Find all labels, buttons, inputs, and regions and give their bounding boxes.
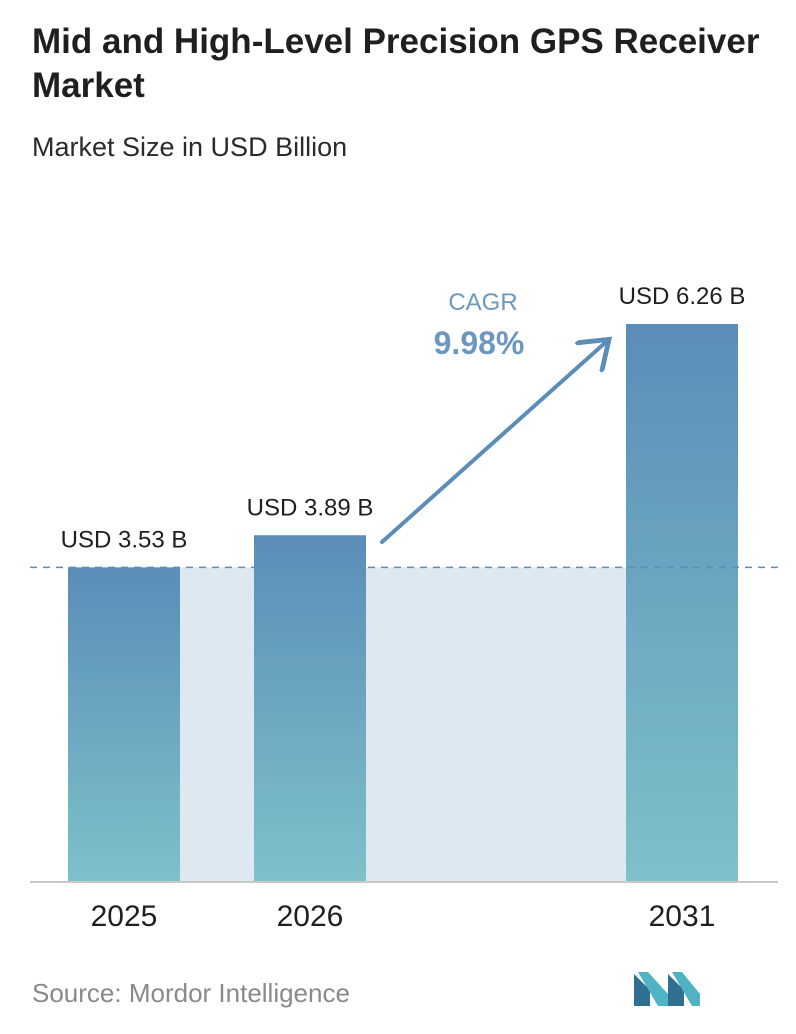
source-note: Source: Mordor Intelligence	[32, 978, 350, 1008]
x-tick-2031: 2031	[649, 900, 716, 933]
data-label-2026: USD 3.89 B	[247, 494, 374, 521]
bar-2026	[254, 535, 366, 882]
cagr-arrow	[380, 342, 606, 544]
shaded-band	[180, 567, 254, 882]
x-tick-2026: 2026	[277, 900, 344, 933]
cagr-value: 9.98%	[434, 325, 525, 361]
shaded-band	[366, 567, 626, 882]
bar-chart: USD 3.53 B 2025 USD 3.89 B 2026 USD 6.26 B 20…	[30, 283, 782, 933]
data-label-2031: USD 6.26 B	[619, 283, 746, 310]
chart-subtitle: Market Size in USD Billion	[32, 132, 348, 162]
data-label-2025: USD 3.53 B	[61, 526, 188, 553]
label-layer: USD 3.53 B 2025 USD 3.89 B 2026 USD 6.26 B 20…	[61, 283, 746, 933]
mordor-intelligence-logo-icon	[634, 972, 700, 1006]
x-tick-2025: 2025	[91, 900, 158, 933]
chart-title: Mid and High-Level Precision GPS Receive…	[32, 22, 760, 105]
bar-layer	[68, 324, 738, 882]
cagr-label: CAGR	[448, 289, 517, 316]
bar-2025	[68, 567, 180, 882]
bar-2031	[626, 324, 738, 882]
shaded-band-layer	[180, 567, 626, 882]
